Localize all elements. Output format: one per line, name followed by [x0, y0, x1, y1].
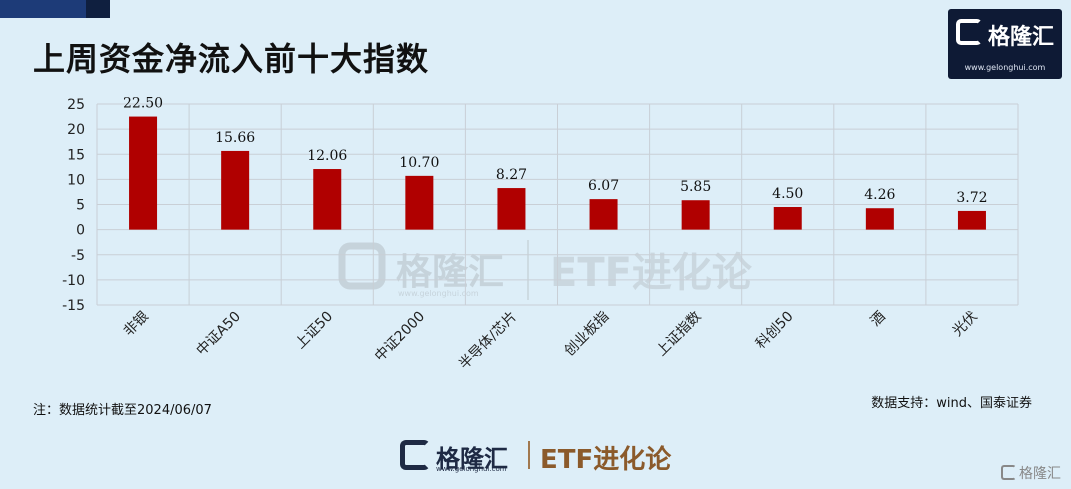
corner-watermark: 格隆汇: [1001, 463, 1061, 483]
category-label: 创业板指: [561, 309, 612, 360]
logo-url: www.gelonghui.com: [964, 63, 1046, 72]
y-tick-label: 20: [67, 122, 85, 138]
value-label: 12.06: [307, 148, 347, 164]
bar: [221, 150, 250, 230]
category-label: 上证指数: [654, 309, 705, 360]
bar: [957, 210, 986, 230]
category-label: 中证A50: [193, 309, 243, 359]
value-label: 10.70: [399, 155, 439, 171]
category-label: 酒: [867, 309, 888, 330]
y-tick-label: 25: [67, 97, 85, 113]
y-tick-label: 10: [67, 172, 85, 188]
category-label: 非银: [121, 309, 152, 340]
bar: [129, 116, 158, 230]
value-label: 5.85: [680, 179, 711, 195]
bar: [405, 175, 434, 230]
y-tick-label: 15: [67, 147, 85, 163]
corner-g-icon: [1001, 465, 1016, 480]
y-tick-label: -10: [62, 273, 85, 289]
watermark-logo-icon: [338, 242, 386, 290]
watermark-divider: [527, 240, 529, 300]
category-label: 半导体/芯片: [456, 309, 520, 373]
watermark-etf: ETF进化论: [550, 250, 753, 296]
y-tick-label: -5: [71, 248, 85, 264]
footer-url: www.gelonghui.com: [436, 465, 507, 473]
footer-name: 格隆汇: [436, 445, 508, 473]
footer-etf: ETF进化论: [540, 445, 672, 475]
y-tick-label: -15: [62, 298, 85, 314]
bar: [773, 207, 802, 230]
top-accent-block: [0, 0, 86, 18]
chart-watermark: 格隆汇 www.gelonghui.com ETF进化论: [338, 240, 753, 300]
corner-name: 格隆汇: [1019, 466, 1061, 482]
bar: [589, 199, 618, 230]
category-label: 上证50: [292, 309, 336, 353]
value-label: 3.72: [956, 190, 987, 206]
bar: [865, 208, 894, 230]
logo-g-icon: [956, 19, 982, 45]
footer-g-icon: [400, 440, 430, 470]
bar: [497, 188, 526, 230]
value-label: 4.50: [772, 186, 803, 202]
brand-logo: 格隆汇 www.gelonghui.com: [948, 9, 1062, 79]
y-tick-label: 0: [76, 223, 85, 239]
watermark-url: www.gelonghui.com: [398, 289, 479, 298]
logo-name: 格隆汇: [988, 25, 1055, 50]
y-tick-label: 5: [76, 198, 85, 214]
category-label: 科创50: [753, 309, 797, 353]
value-label: 22.50: [123, 96, 163, 112]
value-label: 4.26: [864, 187, 895, 203]
value-label: 15.66: [215, 130, 255, 146]
category-label: 中证2000: [372, 309, 428, 365]
top-accent-block-dark: [86, 0, 110, 18]
data-note: 注：数据统计截至2024/06/07: [33, 403, 212, 418]
value-label: 6.07: [588, 178, 619, 194]
watermark-name: 格隆汇: [396, 252, 504, 293]
footer-divider: [528, 441, 530, 469]
category-label: 光伏: [950, 309, 981, 340]
value-label: 8.27: [496, 167, 527, 183]
page-title: 上周资金净流入前十大指数: [33, 40, 430, 78]
data-source: 数据支持：wind、国泰证券: [871, 396, 1032, 411]
bar: [681, 200, 710, 230]
top-accent-bar: [0, 0, 110, 18]
bar: [313, 169, 342, 230]
